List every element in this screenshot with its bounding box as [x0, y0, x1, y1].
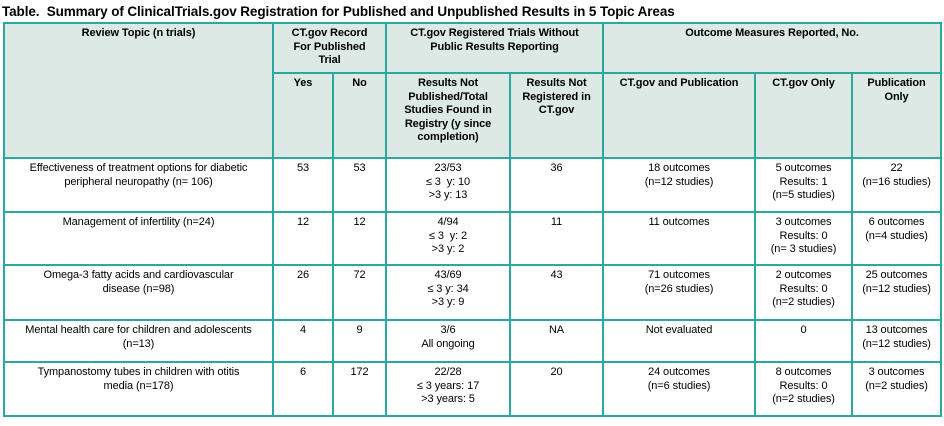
table-row: Management of infertility (n=24) 12 12 4…: [3, 211, 943, 266]
cell-review-topic: Mental health care for children and adol…: [3, 319, 274, 363]
header-col-results-not-registered: Results Not Registered in CT.gov: [508, 72, 605, 159]
cell-no: 9: [332, 319, 387, 363]
cell-yes: 6: [272, 361, 334, 417]
cell-ctgov-and-publication: Not evaluated: [602, 319, 757, 363]
cell-review-topic: Tympanostomy tubes in children with otit…: [3, 361, 274, 417]
cell-publication-only: 3 outcomes (n=2 studies): [851, 361, 943, 417]
cell-yes: 53: [272, 157, 334, 213]
cell-publication-only: 25 outcomes (n=12 studies): [851, 264, 943, 321]
cell-ctgov-and-publication: 24 outcomes (n=6 studies): [602, 361, 757, 417]
cell-results-not-published: 22/28 ≤ 3 years: 17 >3 years: 5: [385, 361, 511, 417]
header-col-ctgov-and-publication: CT.gov and Publication: [602, 72, 757, 159]
cell-results-not-registered: 11: [508, 211, 605, 266]
cell-ctgov-only: 3 outcomes Results: 0 (n= 3 studies): [754, 211, 854, 266]
header-review-topic: Review Topic (n trials): [3, 22, 274, 159]
cell-results-not-registered: 43: [508, 264, 605, 321]
header-col-yes: Yes: [272, 72, 334, 159]
cell-results-not-registered: NA: [508, 319, 605, 363]
table-row: Mental health care for children and adol…: [3, 319, 943, 363]
cell-ctgov-only: 8 outcomes Results: 0 (n=2 studies): [754, 361, 854, 417]
header-col-ctgov-only: CT.gov Only: [754, 72, 854, 159]
cell-yes: 26: [272, 264, 334, 321]
cell-ctgov-and-publication: 71 outcomes (n=26 studies): [602, 264, 757, 321]
cell-no: 53: [332, 157, 387, 213]
header-group-ct-record: CT.gov Record For Published Trial: [272, 22, 387, 74]
cell-no: 172: [332, 361, 387, 417]
header-col-no: No: [332, 72, 387, 159]
cell-results-not-registered: 36: [508, 157, 605, 213]
cell-ctgov-only: 0: [754, 319, 854, 363]
cell-review-topic: Effectiveness of treatment options for d…: [3, 157, 274, 213]
cell-results-not-published: 3/6 All ongoing: [385, 319, 511, 363]
header-sub-row: Yes No Results Not Published/Total Studi…: [4, 72, 943, 159]
cell-ctgov-and-publication: 18 outcomes (n=12 studies): [602, 157, 757, 213]
cell-publication-only: 6 outcomes (n=4 studies): [851, 211, 943, 266]
cell-results-not-published: 4/94 ≤ 3 y: 2 >3 y: 2: [385, 211, 511, 266]
header-col-publication-only: Publication Only: [851, 72, 943, 159]
cell-no: 72: [332, 264, 387, 321]
cell-results-not-published: 23/53 ≤ 3 y: 10 >3 y: 13: [385, 157, 511, 213]
cell-ctgov-only: 2 outcomes Results: 0 (n=2 studies): [754, 264, 854, 321]
table-title: Table. Summary of ClinicalTrials.gov Reg…: [2, 4, 675, 19]
cell-yes: 12: [272, 211, 334, 266]
header-group-without-results: CT.gov Registered Trials Without Public …: [384, 22, 605, 74]
cell-ctgov-only: 5 outcomes Results: 1 (n=5 studies): [754, 157, 854, 213]
header-col-results-not-published: Results Not Published/Total Studies Foun…: [385, 72, 511, 159]
cell-review-topic: Management of infertility (n=24): [3, 211, 274, 266]
cell-yes: 4: [272, 319, 334, 363]
table-row: Effectiveness of treatment options for d…: [3, 157, 943, 213]
cell-no: 12: [332, 211, 387, 266]
table-body: Review Topic (n trials) CT.gov Record Fo…: [3, 22, 943, 417]
header-group-outcomes: Outcome Measures Reported, No.: [602, 22, 943, 74]
table-row: Omega-3 fatty acids and cardiovascular d…: [3, 264, 943, 321]
cell-results-not-published: 43/69 ≤ 3 y: 34 >3 y: 9: [385, 264, 511, 321]
cell-ctgov-and-publication: 11 outcomes: [602, 211, 757, 266]
cell-publication-only: 13 outcomes (n=12 studies): [851, 319, 943, 363]
table-row: Tympanostomy tubes in children with otit…: [3, 361, 943, 417]
header-group-row: Review Topic (n trials) CT.gov Record Fo…: [3, 22, 943, 159]
summary-table: Review Topic (n trials) CT.gov Record Fo…: [3, 22, 943, 417]
cell-publication-only: 22 (n=16 studies): [851, 157, 943, 213]
cell-results-not-registered: 20: [508, 361, 605, 417]
cell-review-topic: Omega-3 fatty acids and cardiovascular d…: [3, 264, 274, 321]
